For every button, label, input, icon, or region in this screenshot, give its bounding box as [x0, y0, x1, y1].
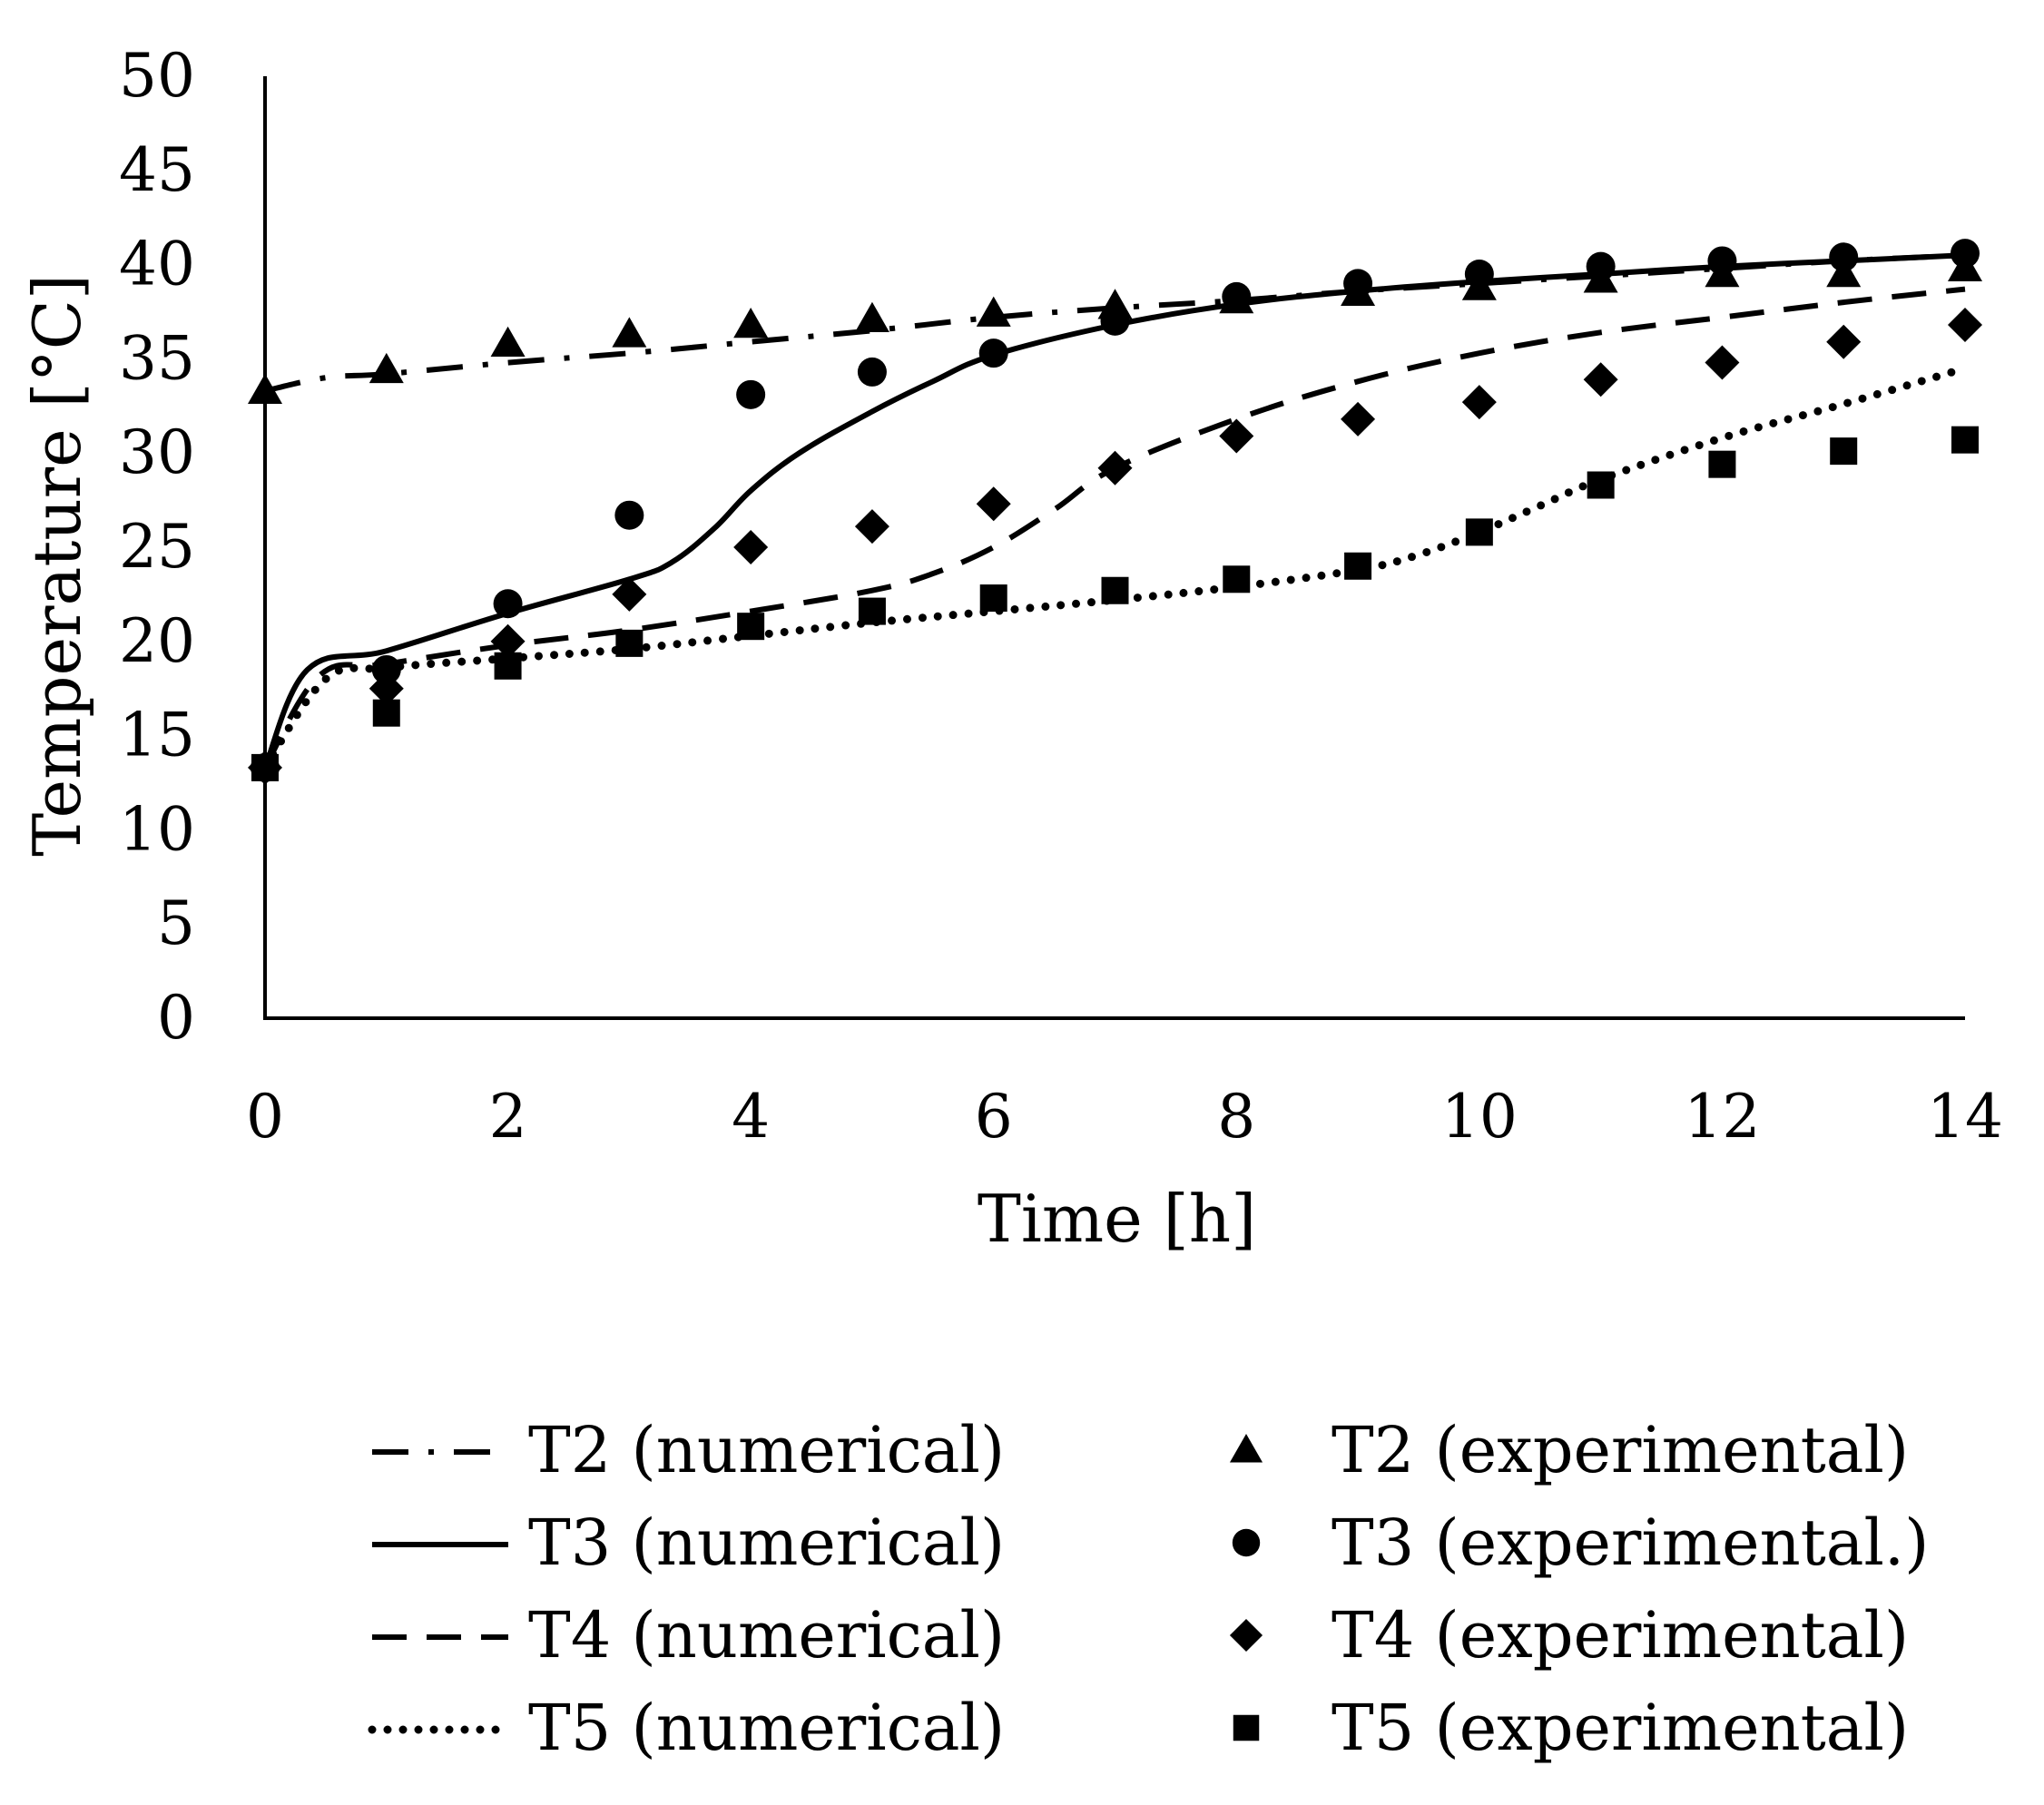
legend-label: T4 (experimental) [1332, 1598, 1909, 1673]
legend-marker-triangle [1229, 1433, 1263, 1463]
data-point-diamond [1948, 308, 1982, 343]
legend-label: T2 (experimental) [1332, 1413, 1909, 1487]
data-point-square [1587, 471, 1615, 499]
data-point-triangle [854, 301, 889, 333]
legend-marker-circle [1232, 1528, 1261, 1557]
legend-marker-diamond [1229, 1618, 1263, 1653]
x-tick-label: 8 [1217, 1082, 1255, 1152]
data-point-diamond [1097, 450, 1133, 486]
x-tick-labels: 0 2 4 6 8 10 12 14 [246, 1082, 2003, 1152]
x-tick-label: 0 [246, 1082, 284, 1152]
legend-label: T3 (experimental.) [1332, 1506, 1929, 1580]
data-point-circle [1464, 259, 1494, 289]
y-tick-label: 0 [157, 983, 195, 1053]
legend-label: T5 (experimental) [1332, 1691, 1909, 1765]
data-point-diamond [1826, 324, 1862, 359]
data-point-diamond [1705, 345, 1740, 380]
plot-area [248, 239, 1982, 785]
data-point-square [979, 584, 1007, 613]
y-tick-label: 20 [119, 606, 195, 676]
data-point-circle [736, 379, 766, 409]
legend-label: T5 (numerical) [528, 1691, 1005, 1765]
x-tick-label: 4 [732, 1082, 770, 1152]
data-point-triangle [612, 317, 647, 348]
data-point-square [1465, 518, 1493, 546]
data-point-circle [1951, 239, 1980, 269]
x-axis-title: Time [h] [978, 1181, 1256, 1257]
y-tick-label: 15 [119, 701, 195, 770]
data-point-diamond [1219, 418, 1254, 454]
series-line-t5-numerical [260, 364, 1970, 772]
data-point-square [1344, 552, 1372, 580]
y-tick-label: 40 [119, 230, 195, 299]
legend-marker-square [1233, 1714, 1260, 1741]
data-point-diamond [1461, 385, 1497, 420]
data-point-circle [371, 654, 401, 684]
data-point-circle [1707, 246, 1737, 276]
x-tick-label: 14 [1927, 1082, 2003, 1152]
y-tick-label: 25 [119, 512, 195, 582]
axes: 0 5 10 15 20 25 30 35 40 45 50 0 2 4 6 8 10 12 14 Time [h… [19, 41, 2003, 1257]
y-tick-label: 50 [119, 41, 195, 111]
data-point-square [1223, 565, 1251, 593]
data-point-square [1951, 426, 1979, 454]
data-point-square [858, 597, 886, 625]
data-point-circle [978, 338, 1008, 368]
data-point-circle [1829, 242, 1859, 272]
data-point-triangle [733, 308, 769, 338]
data-point-circle [857, 357, 887, 387]
data-point-circle [1222, 281, 1252, 311]
data-point-circle [1343, 269, 1373, 299]
legend-label: T2 (numerical) [528, 1413, 1005, 1487]
series-points-t4-experimental [248, 308, 1982, 785]
data-point-diamond [490, 623, 526, 659]
y-tick-label: 30 [119, 417, 195, 487]
data-point-triangle [490, 326, 526, 358]
data-point-diamond [1341, 401, 1376, 437]
data-point-square [737, 613, 765, 641]
data-point-circle [493, 589, 523, 619]
data-point-diamond [612, 576, 647, 612]
x-tick-label: 12 [1684, 1082, 1760, 1152]
data-point-diamond [369, 671, 404, 706]
y-tick-labels: 0 5 10 15 20 25 30 35 40 45 50 [119, 41, 195, 1053]
data-point-circle [614, 500, 644, 530]
series-points-t3-experimental [251, 239, 1980, 782]
data-point-triangle [976, 296, 1011, 327]
data-point-triangle [369, 352, 404, 384]
data-point-square [615, 629, 644, 657]
data-point-square [494, 652, 522, 680]
y-tick-label: 45 [119, 135, 195, 205]
data-point-diamond [854, 509, 889, 544]
data-point-triangle [1826, 256, 1862, 288]
data-point-circle [1586, 251, 1616, 281]
y-axis-title: Temperature [°C] [19, 274, 95, 857]
y-tick-label: 35 [119, 323, 195, 393]
y-tick-label: 10 [119, 794, 195, 864]
x-tick-label: 10 [1441, 1082, 1518, 1152]
data-point-diamond [1583, 362, 1618, 397]
legend-label: T4 (numerical) [528, 1598, 1005, 1673]
data-point-square [372, 699, 400, 727]
data-point-square [1830, 437, 1858, 466]
x-tick-label: 6 [975, 1082, 1013, 1152]
data-point-square [1101, 576, 1129, 604]
data-point-diamond [976, 486, 1011, 522]
data-point-diamond [733, 530, 769, 564]
legend-label: T3 (numerical) [528, 1506, 1005, 1580]
legend: T2 (numerical) T3 (numerical) T4 (numerica… [368, 1413, 1929, 1765]
x-tick-label: 2 [489, 1082, 527, 1152]
y-tick-label: 5 [157, 888, 195, 958]
data-point-circle [1100, 306, 1130, 336]
data-point-square [1708, 450, 1736, 478]
